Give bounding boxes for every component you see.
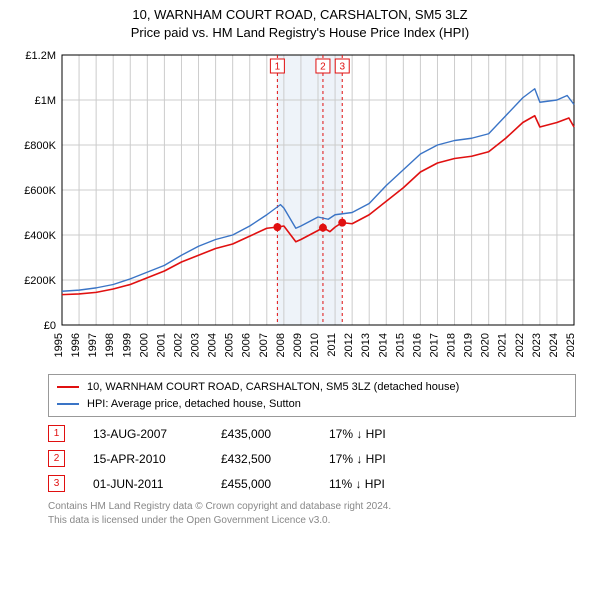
title-block: 10, WARNHAM COURT ROAD, CARSHALTON, SM5 …: [0, 0, 600, 41]
svg-text:2010: 2010: [309, 333, 321, 357]
svg-text:£600K: £600K: [24, 185, 56, 197]
legend-row-1: HPI: Average price, detached house, Sutt…: [57, 396, 567, 413]
svg-text:1999: 1999: [121, 333, 133, 357]
svg-text:2007: 2007: [258, 333, 270, 357]
transaction-badge-0: 1: [48, 425, 65, 442]
svg-text:1998: 1998: [104, 333, 116, 357]
svg-text:2024: 2024: [548, 333, 560, 357]
svg-text:2005: 2005: [224, 333, 236, 357]
transaction-diff-2: 11% ↓ HPI: [329, 477, 429, 491]
svg-text:1995: 1995: [53, 333, 65, 357]
svg-text:2000: 2000: [138, 333, 150, 357]
svg-text:£1.2M: £1.2M: [25, 50, 56, 62]
transaction-badge-1: 2: [48, 450, 65, 467]
chart-svg: £0 £200K £400K £600K £800K £1M £1.2M 1995 1996 19…: [14, 45, 586, 365]
transaction-diff-1: 17% ↓ HPI: [329, 452, 429, 466]
transaction-date-0: 13-AUG-2007: [93, 427, 193, 441]
svg-text:1997: 1997: [87, 333, 99, 357]
svg-text:2002: 2002: [172, 333, 184, 357]
footer: Contains HM Land Registry data © Crown c…: [48, 500, 576, 528]
transaction-diff-0: 17% ↓ HPI: [329, 427, 429, 441]
transactions: 1 13-AUG-2007 £435,000 17% ↓ HPI 2 15-AP…: [48, 425, 576, 492]
svg-text:2020: 2020: [480, 333, 492, 357]
svg-text:1996: 1996: [70, 333, 82, 357]
svg-text:£400K: £400K: [24, 230, 56, 242]
svg-text:£0: £0: [44, 320, 56, 332]
svg-text:2013: 2013: [360, 333, 372, 357]
svg-text:2023: 2023: [531, 333, 543, 357]
svg-text:2021: 2021: [497, 333, 509, 357]
svg-text:2001: 2001: [155, 333, 167, 357]
svg-text:2019: 2019: [463, 333, 475, 357]
footer-line-1: Contains HM Land Registry data © Crown c…: [48, 500, 576, 514]
legend-label-0: 10, WARNHAM COURT ROAD, CARSHALTON, SM5 …: [87, 379, 459, 396]
legend: 10, WARNHAM COURT ROAD, CARSHALTON, SM5 …: [48, 374, 576, 417]
svg-text:£800K: £800K: [24, 140, 56, 152]
svg-text:2025: 2025: [565, 333, 577, 357]
legend-label-1: HPI: Average price, detached house, Sutt…: [87, 396, 301, 413]
svg-text:£1M: £1M: [35, 95, 56, 107]
transaction-row-1: 2 15-APR-2010 £432,500 17% ↓ HPI: [48, 450, 576, 467]
legend-swatch-0: [57, 386, 79, 388]
footer-line-2: This data is licensed under the Open Gov…: [48, 514, 576, 528]
svg-text:2017: 2017: [428, 333, 440, 357]
transaction-row-0: 1 13-AUG-2007 £435,000 17% ↓ HPI: [48, 425, 576, 442]
svg-text:2022: 2022: [514, 333, 526, 357]
svg-text:2015: 2015: [394, 333, 406, 357]
svg-text:2012: 2012: [343, 333, 355, 357]
transaction-price-0: £435,000: [221, 427, 301, 441]
legend-row-0: 10, WARNHAM COURT ROAD, CARSHALTON, SM5 …: [57, 379, 567, 396]
svg-text:2008: 2008: [275, 333, 287, 357]
svg-text:2011: 2011: [326, 333, 338, 357]
transaction-row-2: 3 01-JUN-2011 £455,000 11% ↓ HPI: [48, 475, 576, 492]
chart: £0 £200K £400K £600K £800K £1M £1.2M 1995 1996 19…: [14, 45, 586, 370]
svg-text:2018: 2018: [446, 333, 458, 357]
transaction-badge-2: 3: [48, 475, 65, 492]
transaction-price-1: £432,500: [221, 452, 301, 466]
svg-text:2: 2: [320, 62, 326, 73]
svg-text:2009: 2009: [292, 333, 304, 357]
title-line-2: Price paid vs. HM Land Registry's House …: [0, 24, 600, 42]
svg-text:2016: 2016: [411, 333, 423, 357]
svg-text:1: 1: [275, 62, 281, 73]
root: 10, WARNHAM COURT ROAD, CARSHALTON, SM5 …: [0, 0, 600, 590]
transaction-price-2: £455,000: [221, 477, 301, 491]
title-line-1: 10, WARNHAM COURT ROAD, CARSHALTON, SM5 …: [0, 6, 600, 24]
svg-text:2006: 2006: [241, 333, 253, 357]
svg-text:2003: 2003: [190, 333, 202, 357]
transaction-date-1: 15-APR-2010: [93, 452, 193, 466]
svg-text:£200K: £200K: [24, 275, 56, 287]
svg-text:3: 3: [339, 62, 345, 73]
transaction-date-2: 01-JUN-2011: [93, 477, 193, 491]
legend-swatch-1: [57, 403, 79, 405]
svg-text:2014: 2014: [377, 333, 389, 357]
svg-text:2004: 2004: [207, 333, 219, 357]
